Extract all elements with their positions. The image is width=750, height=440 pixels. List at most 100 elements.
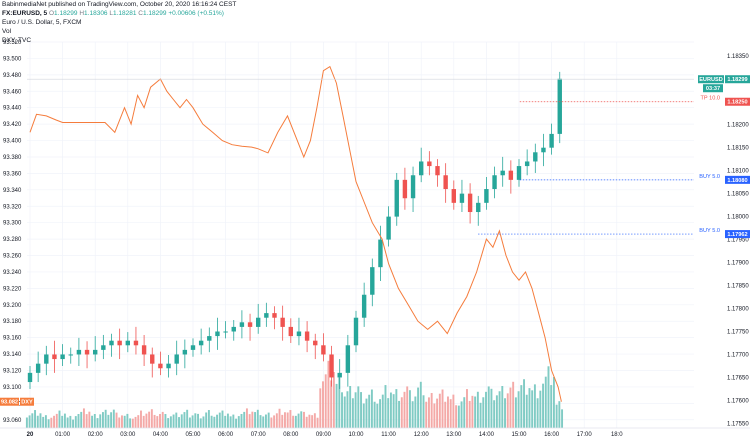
left-tick-label: 93.200 (3, 303, 22, 309)
grid (27, 41, 694, 428)
volume-bars (25, 360, 564, 428)
volume-bar (379, 399, 382, 428)
volume-bar (88, 411, 91, 428)
candle-body (68, 354, 73, 356)
left-axis[interactable]: 93.520 93.500 93.480 93.460 93.440 93.420 93.4… (3, 40, 22, 424)
volume-bar (498, 391, 501, 428)
volume-bar (300, 411, 303, 428)
right-tick-label: 1.17800 (727, 307, 749, 313)
volume-bar (267, 412, 270, 428)
volume-bar (544, 376, 547, 428)
right-tick-label: 1.17950 (727, 238, 749, 244)
left-tick-label: 93.120 (3, 369, 22, 375)
volume-bar (202, 416, 205, 428)
candle-body (492, 175, 497, 190)
candle-body (60, 354, 65, 360)
volume-bar (262, 416, 265, 428)
volume-bar (493, 400, 496, 428)
volume-bar (85, 414, 88, 428)
volume-bar (403, 391, 406, 428)
volume-bar (357, 386, 360, 428)
legend-main[interactable]: Euro / U.S. Dollar, 5, FXCM (2, 19, 82, 26)
volume-bar (305, 416, 308, 428)
volume-bar (555, 404, 558, 428)
volume-bar (216, 414, 219, 428)
volume-bar (270, 417, 273, 428)
volume-bar (365, 398, 368, 428)
dxy-price-tag: 93.082 (1, 400, 18, 406)
volume-bar (387, 398, 390, 428)
time-tick-label: 15:00 (511, 432, 527, 438)
volume-bar (232, 414, 235, 428)
volume-bar (169, 416, 172, 428)
volume-bar (259, 415, 262, 428)
volume-bar (77, 414, 80, 428)
symbol-label[interactable]: FX:EURUSD, 5 (2, 10, 48, 17)
volume-bar (438, 393, 441, 428)
legend-vol[interactable]: Vol (2, 28, 12, 35)
candle-body (557, 78, 562, 134)
volume-bar (112, 409, 115, 428)
volume-bar (468, 400, 471, 428)
candle-body (386, 216, 391, 240)
volume-bar (330, 380, 333, 428)
high-label: H (79, 10, 85, 17)
candle-body (35, 363, 41, 373)
volume-bar (425, 401, 428, 428)
volume-bar (447, 396, 449, 428)
left-tick-label: 93.060 (3, 418, 22, 424)
volume-bar (370, 389, 373, 428)
volume-bar (422, 395, 425, 428)
tp-label: TP 10.0 (701, 96, 721, 102)
legend-dxy[interactable]: DXY, TVC (2, 37, 32, 44)
volume-bar (341, 392, 343, 428)
volume-bar (351, 398, 354, 428)
volume-bar (436, 398, 439, 428)
volume-bar (121, 415, 123, 428)
candle-body (427, 161, 432, 167)
volume-bar (284, 412, 286, 428)
change-value: +0.00606 (+0.51%) (168, 10, 224, 17)
volume-bar (153, 414, 156, 428)
volume-bar (528, 388, 531, 428)
candle-body (500, 170, 505, 176)
time-tick-label: 13:00 (446, 432, 462, 438)
volume-bar (338, 377, 341, 428)
eurusd-candles (27, 71, 562, 389)
volume-bar (131, 418, 134, 428)
time-tick-label: 20 (27, 432, 34, 438)
right-tick-label: 1.18150 (727, 146, 749, 152)
candle-body (378, 239, 383, 268)
volume-bar (471, 395, 474, 428)
left-tick-label: 93.380 (3, 155, 22, 161)
left-tick-label: 93.260 (3, 254, 22, 260)
low-label: L (109, 10, 113, 17)
right-tick-label: 1.18050 (727, 192, 749, 198)
volume-bar (199, 418, 202, 428)
time-tick-label: 03:00 (120, 432, 136, 438)
symbol-ohlc-line: FX:EURUSD, 5 O1.18299 H1.18306 L1.18281 … (2, 10, 224, 17)
right-tick-label: 1.18350 (727, 54, 749, 60)
candle-body (207, 336, 212, 341)
dxy-symbol-tag-bg (20, 397, 34, 406)
volume-bar (256, 409, 259, 428)
candle-body (27, 372, 33, 383)
buy-price-tag: 1.17962 (727, 232, 747, 238)
candle-body (280, 317, 285, 327)
volume-bar (482, 397, 485, 428)
candle-body (84, 349, 90, 355)
volume-bar (44, 415, 47, 428)
time-axis[interactable]: 20 01:00 02:00 03:00 04:00 05:00 06:00 07:00 08:… (0, 427, 750, 438)
volume-bar (533, 384, 536, 428)
volume-bar (175, 412, 178, 428)
volume-bar (411, 401, 414, 428)
tp-price-tag-bg (725, 97, 750, 106)
volume-bar (281, 414, 284, 428)
buy-price-tag: 1.18080 (727, 178, 747, 184)
volume-bar (485, 391, 487, 428)
left-tick-label: 93.300 (3, 221, 22, 227)
volume-bar (389, 392, 392, 428)
volume-bar (240, 414, 243, 428)
open-value: 1.18299 (54, 10, 78, 17)
